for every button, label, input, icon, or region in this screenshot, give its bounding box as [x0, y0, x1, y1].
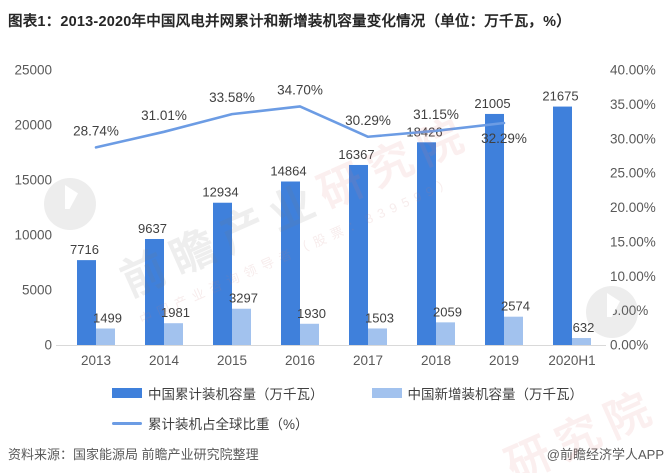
bar-new-2018 — [436, 322, 455, 345]
bar-value-label: 12934 — [202, 185, 238, 200]
bar-cumulative-2018 — [417, 142, 436, 345]
bar-value-label: 14864 — [270, 163, 306, 178]
line-point-label: 34.70% — [277, 82, 323, 97]
bar-new-2016 — [300, 323, 319, 345]
chart-title: 图表1：2013-2020年中国风电并网累计和新增装机容量变化情况（单位：万千瓦… — [8, 14, 571, 30]
bar-value-label: 1981 — [161, 305, 190, 320]
bar-value-label: 1930 — [297, 306, 326, 321]
share-line — [94, 105, 506, 149]
line-point-label: 28.74% — [73, 123, 119, 138]
bar-cumulative-2020H1 — [553, 106, 572, 345]
legend-line-swatch — [112, 421, 142, 425]
bar-cumulative-2017 — [349, 164, 368, 345]
bar-cumulative-2016 — [281, 181, 300, 345]
bar-cumulative-2019 — [485, 113, 504, 345]
bar-new-2019 — [504, 316, 523, 345]
chart-legend: 中国累计装机容量（万千瓦） 中国新增装机容量（万千瓦） 累计装机占全球比重（%） — [112, 383, 660, 433]
bar-value-label: 1499 — [93, 311, 122, 326]
bar-cumulative-2014 — [145, 238, 164, 345]
right-axis-tick: 20.00% — [610, 200, 656, 215]
right-axis-tick: 10.00% — [610, 269, 656, 284]
left-axis-tick: 15000 — [14, 173, 52, 188]
credit-text: @前瞻经济学人APP — [546, 447, 664, 462]
legend-item-cumulative: 中国累计装机容量（万千瓦） — [112, 383, 324, 403]
right-axis-tick: 35.00% — [610, 97, 656, 112]
legend-item-new: 中国新增装机容量（万千瓦） — [371, 383, 584, 403]
x-axis-label: 2014 — [149, 353, 180, 368]
bar-new-2014 — [164, 323, 183, 345]
x-axis-label: 2018 — [421, 353, 451, 368]
bar-value-label: 16367 — [338, 147, 374, 162]
legend-item-share: 累计装机占全球比重（%） — [112, 413, 309, 433]
x-axis-label: 2013 — [81, 353, 111, 368]
legend-label: 累计装机占全球比重（%） — [148, 417, 309, 432]
legend-label: 中国累计装机容量（万千瓦） — [148, 387, 324, 402]
bar-value-label: 2059 — [433, 304, 462, 319]
bar-value-label: 2574 — [501, 299, 530, 314]
legend-bar-swatch — [371, 388, 402, 398]
left-axis-tick: 10000 — [14, 228, 52, 243]
legend-bar-swatch — [112, 388, 142, 398]
left-axis-tick: 20000 — [14, 118, 52, 133]
right-axis-tick: 40.00% — [610, 63, 656, 78]
x-axis-label: 2020H1 — [548, 353, 595, 368]
bar-cumulative-2015 — [213, 202, 232, 345]
left-axis-tick: 0 — [44, 338, 52, 353]
bar-value-label: 7716 — [70, 242, 99, 257]
legend-label: 中国新增装机容量（万千瓦） — [407, 387, 584, 402]
right-axis-tick: 0.00% — [610, 338, 648, 353]
right-axis-tick: 15.00% — [610, 234, 656, 249]
x-axis-label: 2019 — [489, 353, 519, 368]
bar-new-2015 — [232, 308, 251, 345]
x-axis-label: 2017 — [353, 353, 383, 368]
right-axis-tick: 5.00% — [610, 303, 648, 318]
line-point-label: 30.29% — [345, 113, 391, 128]
bar-new-2020H1 — [572, 338, 591, 345]
right-axis-tick: 30.00% — [610, 131, 656, 146]
bar-value-label: 21675 — [542, 89, 578, 104]
bar-value-label: 1503 — [365, 310, 394, 325]
bar-new-2013 — [96, 328, 115, 345]
line-point-label: 32.29% — [481, 131, 527, 146]
line-point-label: 31.15% — [413, 107, 459, 122]
bar-value-label: 3297 — [229, 291, 258, 306]
bar-new-2017 — [368, 328, 387, 345]
line-point-label: 31.01% — [141, 108, 187, 123]
left-axis-tick: 5000 — [22, 283, 52, 298]
right-axis-tick: 25.00% — [610, 166, 656, 181]
bar-value-label: 21005 — [474, 96, 510, 111]
x-axis-label: 2015 — [217, 353, 247, 368]
bar-cumulative-2013 — [77, 260, 96, 345]
line-point-label: 33.58% — [209, 90, 255, 105]
chart-footer: 资料来源：国家能源局 前瞻产业研究院整理 @前瞻经济学人APP — [0, 444, 672, 463]
bar-value-label: 632 — [573, 320, 595, 335]
data-source-text: 资料来源：国家能源局 前瞻产业研究院整理 — [8, 447, 259, 462]
left-axis-tick: 25000 — [14, 63, 52, 78]
x-axis-label: 2016 — [285, 353, 315, 368]
bar-value-label: 9637 — [138, 221, 167, 236]
